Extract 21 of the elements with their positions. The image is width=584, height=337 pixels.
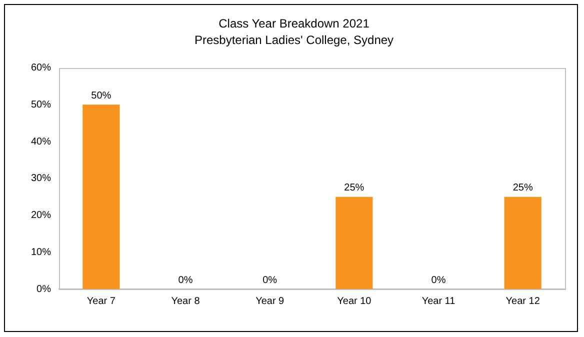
y-tick-label: 60% [31,62,52,74]
x-tick-label: Year 10 [337,296,372,307]
chart-subtitle: Presbyterian Ladies' College, Sydney [194,32,394,47]
x-tick-label: Year 8 [171,296,200,307]
data-label: 25% [344,182,364,194]
y-tick-label: 40% [31,136,52,148]
data-label: 0% [178,274,193,286]
x-tick-label: Year 12 [506,296,540,307]
y-tick-label: 0% [36,284,52,295]
x-tick-label: Year 9 [256,296,285,307]
data-label: 25% [512,182,533,194]
y-tick-label: 30% [31,173,52,184]
x-tick-label: Year 7 [86,296,116,307]
data-label: 0% [262,274,278,286]
data-label: 0% [431,274,446,286]
y-tick-label: 50% [31,99,52,110]
chart-title: Class Year Breakdown 2021 [218,16,370,31]
y-tick-label: 10% [31,246,52,258]
x-tick-label: Year 11 [422,296,456,307]
y-tick-label: 20% [31,210,52,222]
data-label: 50% [91,90,112,102]
